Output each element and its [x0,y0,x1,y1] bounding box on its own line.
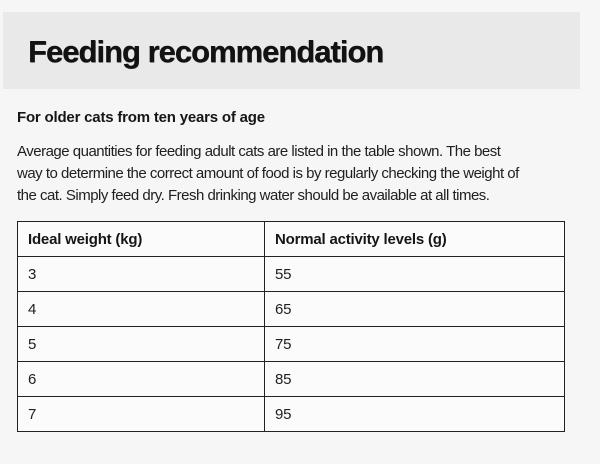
content-section: For older cats from ten years of age Ave… [17,108,583,432]
cell-weight: 3 [17,256,265,292]
cell-amount: 65 [264,291,565,327]
cell-amount: 55 [264,256,565,292]
table-row: 7 95 [17,396,565,432]
cell-amount: 75 [264,326,565,362]
cell-amount: 95 [264,396,565,432]
cell-weight: 5 [17,326,265,362]
paragraph-line: Average quantities for feeding adult cat… [17,143,501,160]
page-title: Feeding recommendation [28,34,384,69]
column-header-activity-levels: Normal activity levels (g) [264,221,565,257]
table-header-row: Ideal weight (kg) Normal activity levels… [17,221,565,257]
cell-weight: 4 [17,291,265,327]
table-row: 3 55 [17,256,565,292]
feeding-table: Ideal weight (kg) Normal activity levels… [17,221,565,432]
cell-weight: 6 [17,361,265,397]
table-row: 5 75 [17,326,565,362]
intro-paragraph: Average quantities for feeding adult cat… [17,141,583,207]
cell-weight: 7 [17,396,265,432]
table-row: 4 65 [17,291,565,327]
paragraph-line: way to determine the correct amount of f… [17,165,519,182]
title-band: Feeding recommendation [3,12,580,89]
section-subtitle: For older cats from ten years of age [17,109,265,126]
paragraph-line: the cat. Simply feed dry. Fresh drinking… [17,187,490,204]
column-header-ideal-weight: Ideal weight (kg) [17,221,265,257]
table-row: 6 85 [17,361,565,397]
cell-amount: 85 [264,361,565,397]
